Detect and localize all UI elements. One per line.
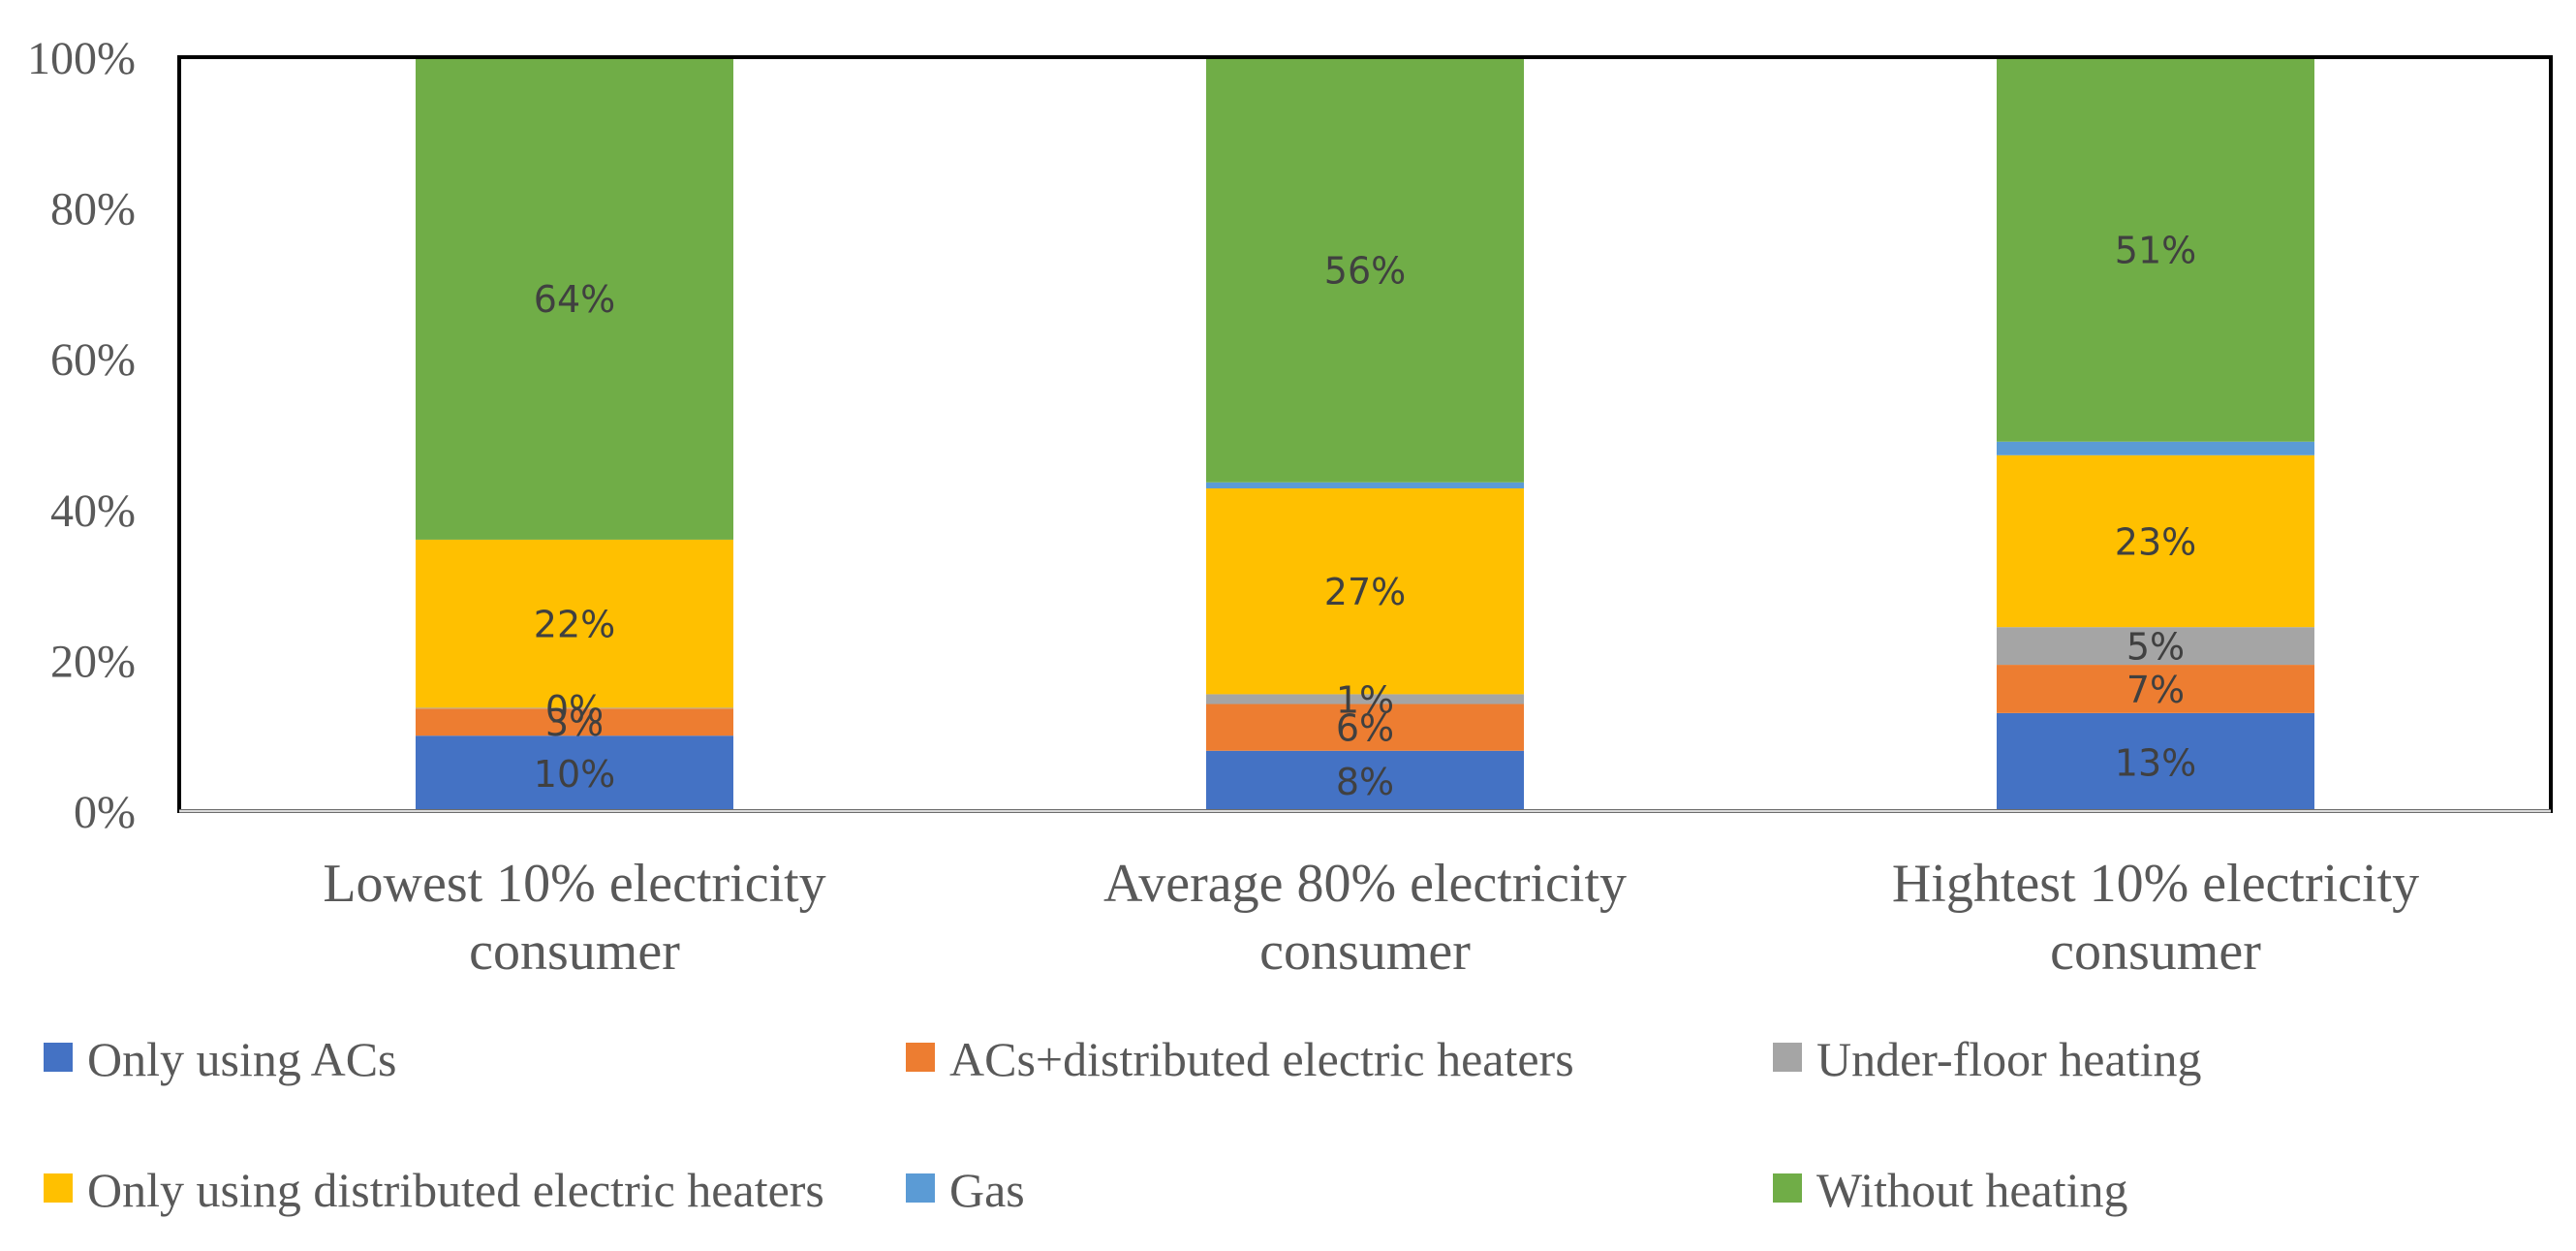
y-tick-label: 100% (27, 33, 136, 84)
legend-swatch (1773, 1043, 1802, 1072)
legend-label: Under-floor heating (1816, 1032, 2201, 1086)
data-label: 0% (545, 688, 604, 731)
data-label: 13% (2115, 741, 2196, 784)
y-tick-label: 20% (50, 636, 136, 687)
data-label: 7% (2126, 669, 2185, 711)
bar-segment (1997, 665, 2314, 713)
bar-segment (1997, 712, 2314, 811)
y-axis: 0% 20% 40% 60% 80% 100% (27, 33, 136, 838)
legend-swatch (44, 1173, 73, 1203)
legend-label: Only using ACs (87, 1032, 397, 1086)
x-category-label: consumer (469, 922, 680, 982)
bar-segment (416, 539, 733, 708)
y-tick-label: 80% (50, 184, 136, 235)
bar-segment (1206, 694, 1524, 704)
legend-label: Only using distributed electric heaters (87, 1163, 824, 1217)
bar-segment (416, 707, 733, 709)
legend-swatch (906, 1043, 935, 1072)
bar-segment (416, 708, 733, 736)
data-label: 64% (534, 278, 615, 321)
bar-segment (416, 735, 733, 811)
legend: Only using ACs ACs+distributed electric h… (44, 1032, 2201, 1217)
data-label: 51% (2115, 229, 2196, 271)
bar-segment (1997, 454, 2314, 628)
data-label: 27% (1324, 571, 1406, 613)
bars (416, 57, 2314, 811)
bar-segment (1997, 627, 2314, 666)
x-category-label: consumer (2050, 922, 2261, 982)
legend-label: Without heating (1816, 1163, 2128, 1217)
bar-segment (1206, 488, 1524, 695)
bar-segment (1206, 482, 1524, 489)
data-label: 1% (1336, 678, 1394, 721)
bar-segment (1997, 57, 2314, 442)
legend-swatch (1773, 1173, 1802, 1203)
legend-label: ACs+distributed electric heaters (949, 1032, 1574, 1086)
data-labels: 10% 3%0% 22% 64% 8% 6%1% 27% 56% 13% 7%5% 23% 51% (534, 229, 2196, 802)
x-category-label: Lowest 10% electricity (323, 854, 825, 914)
data-label: 22% (534, 604, 615, 646)
x-axis-category-labels: Lowest 10% electricity consumer Average 80… (323, 854, 2419, 982)
data-label: 3% (545, 702, 604, 744)
y-tick-label: 40% (50, 485, 136, 537)
data-label: 5% (2126, 626, 2185, 669)
legend-label: Gas (949, 1163, 1025, 1217)
x-category-label: consumer (1259, 922, 1471, 982)
bar-segment (1206, 57, 1524, 483)
bar-segment (1997, 441, 2314, 455)
y-tick-label: 0% (74, 787, 136, 838)
legend-swatch (44, 1043, 73, 1072)
data-label: 56% (1324, 249, 1406, 292)
data-label: 6% (1336, 707, 1394, 750)
bar-segment (1206, 704, 1524, 751)
data-label: 23% (2115, 520, 2196, 563)
bar-segment (416, 57, 733, 540)
y-tick-label: 60% (50, 334, 136, 386)
x-category-label: Average 80% electricity (1103, 854, 1627, 914)
legend-swatch (906, 1173, 935, 1203)
bar-segment (1206, 750, 1524, 811)
x-category-label: Hightest 10% electricity (1892, 854, 2419, 914)
data-label: 10% (534, 753, 615, 796)
data-label: 8% (1336, 761, 1394, 803)
